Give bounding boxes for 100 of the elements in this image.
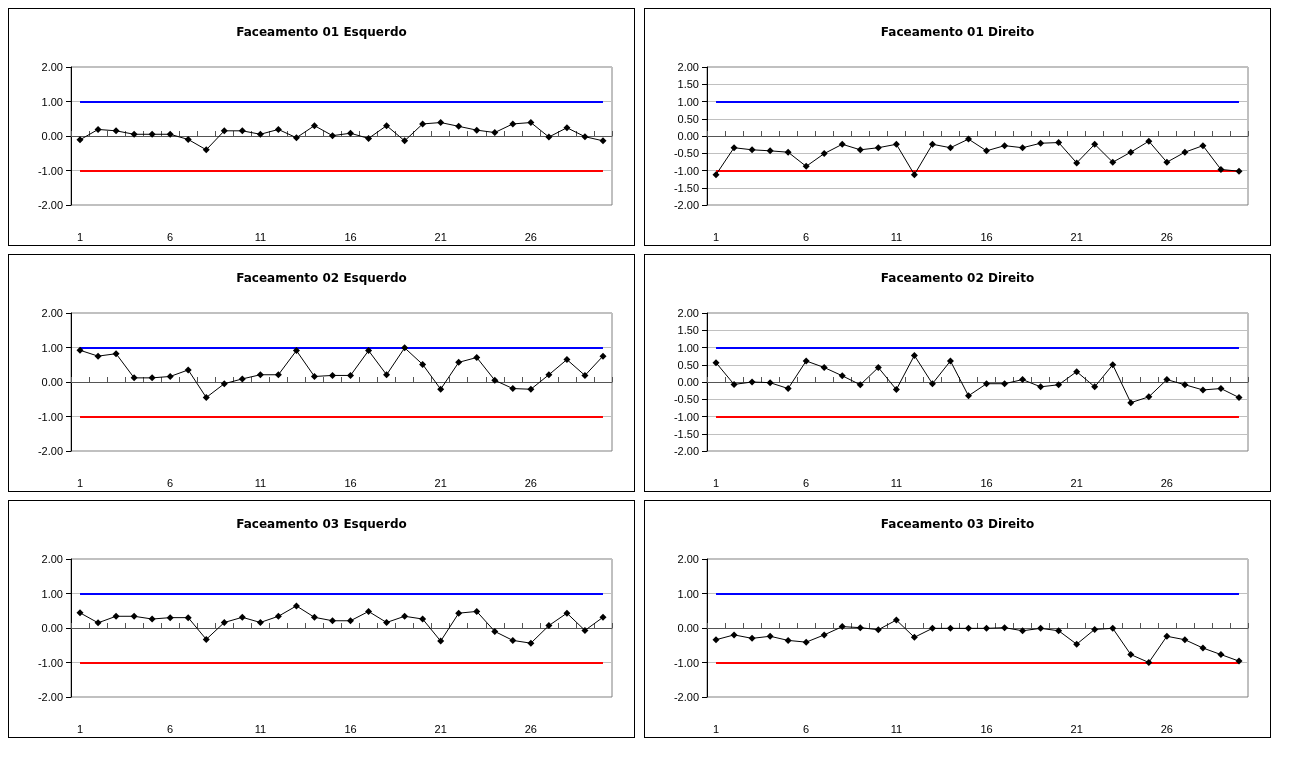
y-tick-label: 1.00 <box>41 341 63 354</box>
point <box>166 614 174 622</box>
y-tick-label: 2.00 <box>677 61 699 73</box>
y-tick-label: -2.00 <box>37 445 63 457</box>
point <box>202 146 210 154</box>
y-tick-label: 1.00 <box>677 341 699 354</box>
x-tick-label: 11 <box>254 722 267 735</box>
point <box>491 627 499 635</box>
point <box>365 347 373 355</box>
point <box>509 120 517 128</box>
point <box>563 609 571 617</box>
x-tick-label: 26 <box>1160 722 1173 735</box>
point <box>892 616 900 624</box>
point <box>292 347 300 355</box>
x-tick-label: 16 <box>344 476 357 489</box>
point <box>455 609 463 617</box>
point <box>964 135 972 143</box>
point <box>166 130 174 138</box>
point <box>310 122 318 130</box>
point <box>1037 383 1045 391</box>
x-tick-label: 16 <box>980 722 993 735</box>
x-tick-label: 1 <box>712 722 720 735</box>
point <box>838 372 846 380</box>
point <box>1019 376 1027 384</box>
point <box>473 126 481 134</box>
y-tick-label: 1.00 <box>677 95 699 108</box>
point <box>1199 386 1207 394</box>
point <box>946 144 954 152</box>
y-tick-label: -1.00 <box>673 164 699 177</box>
point <box>1181 381 1189 389</box>
point <box>1217 385 1225 393</box>
point <box>581 626 589 634</box>
point <box>527 385 535 393</box>
x-tick-label: 1 <box>76 722 84 735</box>
point <box>112 612 120 620</box>
point <box>748 146 756 154</box>
point <box>491 129 499 137</box>
point <box>473 607 481 615</box>
point <box>401 344 409 352</box>
point <box>455 122 463 130</box>
point <box>874 144 882 152</box>
point <box>220 127 228 135</box>
point <box>1163 632 1171 640</box>
point <box>1091 383 1099 391</box>
point <box>130 374 138 382</box>
y-tick-label: 2.00 <box>41 553 63 565</box>
point <box>1127 399 1135 407</box>
y-tick-label: -1.00 <box>37 656 63 669</box>
point <box>545 371 553 379</box>
x-tick-label: 21 <box>434 476 447 489</box>
point <box>581 371 589 379</box>
point <box>112 127 120 135</box>
point <box>491 376 499 384</box>
point <box>419 120 427 128</box>
y-tick-label: 0.00 <box>677 376 699 388</box>
point <box>964 392 972 400</box>
point <box>856 146 864 154</box>
point <box>1073 640 1081 648</box>
point <box>856 624 864 632</box>
point <box>910 171 918 179</box>
point <box>238 375 246 383</box>
point <box>1199 142 1207 150</box>
point <box>1127 148 1135 156</box>
point <box>1235 394 1243 402</box>
point <box>184 135 192 143</box>
point <box>292 602 300 610</box>
y-tick-label: -2.00 <box>37 691 63 703</box>
point <box>581 133 589 141</box>
point <box>328 132 336 140</box>
point <box>1001 624 1009 632</box>
point <box>347 371 355 379</box>
y-tick-label: -1.00 <box>673 410 699 423</box>
point <box>455 358 463 366</box>
point <box>820 364 828 372</box>
point <box>1181 148 1189 156</box>
x-tick-label: 6 <box>167 476 174 489</box>
x-tick-label: 6 <box>167 230 174 243</box>
point <box>892 140 900 148</box>
y-tick-label: -0.50 <box>673 393 699 406</box>
point <box>1019 627 1027 635</box>
x-tick-label: 6 <box>167 722 174 735</box>
x-tick-label: 1 <box>76 476 84 489</box>
x-tick-label: 11 <box>890 476 903 489</box>
point <box>419 360 427 368</box>
y-tick-label: -2.00 <box>37 199 63 211</box>
x-tick-label: 1 <box>712 230 720 243</box>
point <box>383 618 391 626</box>
point <box>274 371 282 379</box>
point <box>365 134 373 142</box>
point <box>1091 140 1099 148</box>
x-tick-label: 16 <box>980 230 993 243</box>
point <box>274 612 282 620</box>
chart-title: Faceamento 01 Esquerdo <box>236 25 407 39</box>
point <box>730 380 738 388</box>
y-tick-label: -1.00 <box>37 410 63 423</box>
point <box>401 612 409 620</box>
point <box>310 613 318 621</box>
point <box>347 129 355 137</box>
point <box>983 624 991 632</box>
y-tick-label: 0.00 <box>41 622 63 634</box>
